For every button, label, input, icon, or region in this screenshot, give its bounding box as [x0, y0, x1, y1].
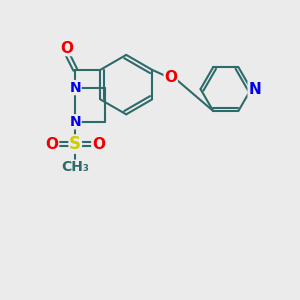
Text: O: O — [46, 136, 59, 152]
Text: N: N — [69, 115, 81, 129]
Text: N: N — [69, 81, 81, 94]
Text: O: O — [60, 40, 73, 56]
Text: S: S — [69, 135, 81, 153]
Text: O: O — [92, 136, 105, 152]
Text: O: O — [164, 70, 177, 85]
Text: CH₃: CH₃ — [61, 160, 89, 174]
Text: N: N — [248, 82, 261, 97]
